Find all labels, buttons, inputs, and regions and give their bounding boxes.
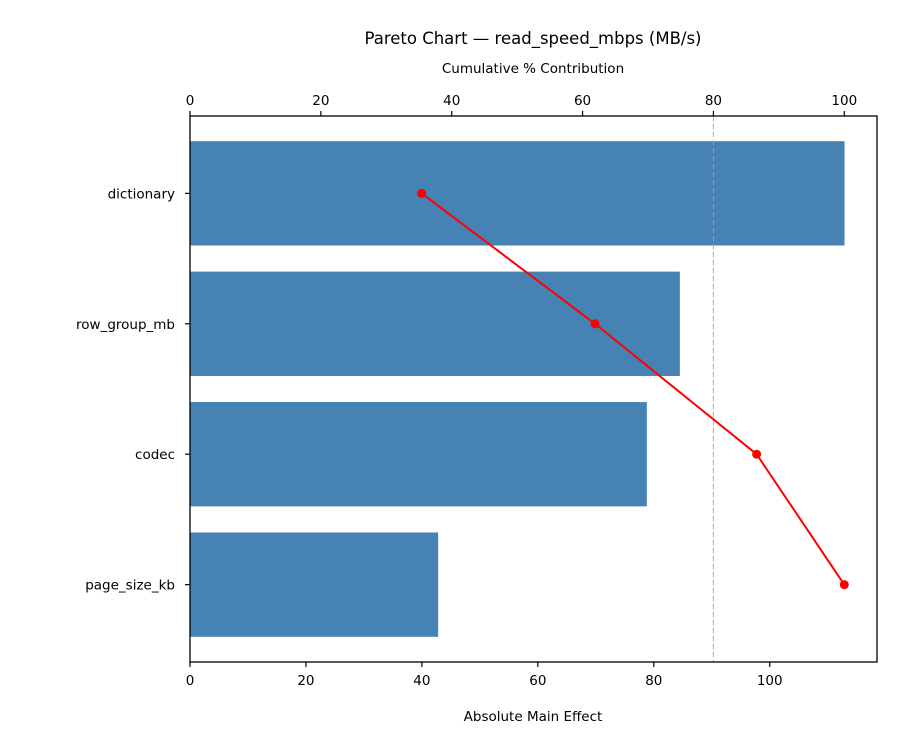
bar-dictionary <box>190 141 845 246</box>
bar-codec <box>190 402 647 507</box>
tick-label: 40 <box>443 93 460 109</box>
cumulative-point <box>752 449 762 459</box>
tick-label: 80 <box>705 93 722 109</box>
cumulative-point <box>839 580 849 590</box>
top-axis-label: Cumulative % Contribution <box>442 61 624 77</box>
top-axis: 0 20 40 60 80 100 <box>186 93 857 116</box>
chart-title: Pareto Chart — read_speed_mbps (MB/s) <box>365 29 702 49</box>
tick-label: 0 <box>186 93 195 109</box>
tick-label: 0 <box>186 673 195 689</box>
tick-label: 100 <box>831 93 857 109</box>
cumulative-line <box>421 192 846 586</box>
cumulative-point <box>417 188 427 198</box>
tick-label: 80 <box>645 673 662 689</box>
category-label: row_group_mb <box>76 317 175 333</box>
category-label: page_size_kb <box>85 578 175 594</box>
tick-label: 60 <box>529 673 546 689</box>
tick-label: 20 <box>312 93 329 109</box>
bar-series <box>190 141 845 637</box>
category-label: dictionary <box>108 186 175 202</box>
cumulative-line-series <box>417 188 849 590</box>
cumulative-point <box>590 319 600 329</box>
tick-label: 20 <box>297 673 314 689</box>
plot-frame <box>189 115 878 663</box>
tick-label: 100 <box>757 673 783 689</box>
bar-row_group_mb <box>190 271 680 376</box>
tick-label: 40 <box>413 673 430 689</box>
tick-label: 60 <box>574 93 591 109</box>
bottom-axis-label: Absolute Main Effect <box>464 709 603 725</box>
category-label: codec <box>135 447 175 463</box>
bottom-axis: 0 20 40 60 80 100 <box>186 662 783 689</box>
bar-page_size_kb <box>190 532 439 637</box>
